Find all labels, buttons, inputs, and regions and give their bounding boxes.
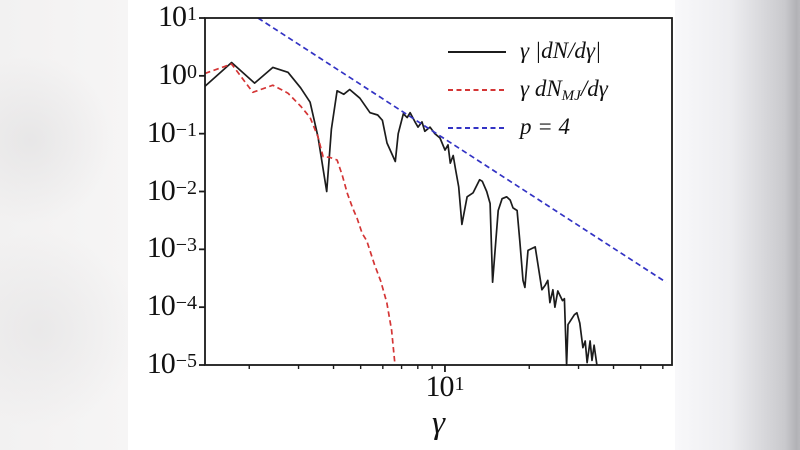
- y-tick-label: 100: [158, 57, 197, 91]
- legend-label: p = 4: [520, 113, 571, 139]
- legend-line-sample-black: [448, 51, 506, 53]
- y-tick-label: 10−3: [146, 231, 197, 265]
- series-line-1: [205, 63, 396, 366]
- series-line-2: [257, 17, 667, 283]
- legend-entry-dn: γ |dN/dγ|: [448, 33, 608, 71]
- legend-line-sample-blue-dashed: [448, 127, 506, 129]
- y-tick-label: 10−2: [146, 173, 197, 207]
- x-axis-label: γ: [431, 405, 446, 441]
- background-left-margin: [0, 0, 128, 450]
- background-right-margin: [675, 0, 800, 450]
- legend-line-sample-red-dashed: [448, 89, 506, 91]
- legend-label: γ |dN/dγ|: [520, 37, 602, 63]
- y-tick-label: 10−1: [146, 115, 197, 149]
- figure-canvas: [128, 0, 675, 450]
- y-tick-label: 10−5: [146, 346, 197, 380]
- y-tick-label: 101: [158, 0, 197, 33]
- x-tick-label: 101: [425, 370, 465, 403]
- legend-entry-maxwell-juttner: γ dNMJ/dγ: [448, 71, 608, 109]
- legend: γ |dN/dγ| γ dNMJ/dγ p = 4: [448, 33, 608, 147]
- series-line-0: [205, 61, 598, 366]
- legend-label: γ dNMJ/dγ: [520, 75, 608, 104]
- legend-entry-p4: p = 4: [448, 109, 608, 147]
- y-tick-label: 10−4: [146, 288, 197, 322]
